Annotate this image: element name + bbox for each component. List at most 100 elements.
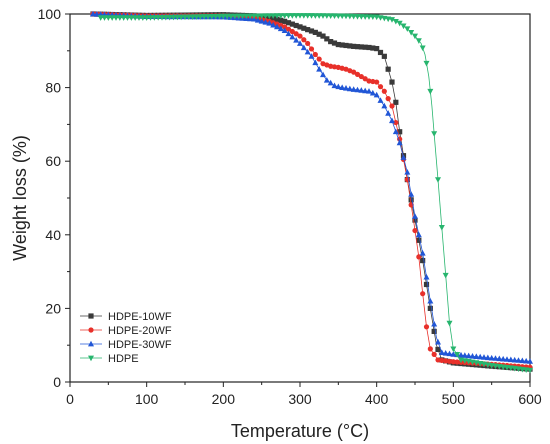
data-point-hdpe — [366, 14, 372, 20]
data-point-hdpe-30wf — [435, 338, 441, 345]
data-point-hdpe-20wf — [385, 96, 391, 102]
y-tick-label: 100 — [38, 6, 62, 22]
data-point-hdpe-10wf — [324, 36, 330, 42]
data-point-hdpe-30wf — [358, 87, 365, 93]
data-point-hdpe-30wf — [412, 213, 418, 219]
data-point-hdpe — [354, 13, 361, 20]
data-point-hdpe-30wf — [469, 353, 476, 359]
data-point-hdpe-10wf — [393, 99, 399, 105]
data-point-hdpe-10wf — [420, 257, 426, 264]
data-point-hdpe-30wf — [266, 20, 273, 26]
data-point-hdpe-10wf — [316, 31, 322, 37]
data-point-hdpe — [289, 13, 296, 19]
y-tick-label: 60 — [45, 153, 61, 169]
data-point-hdpe-20wf — [358, 73, 364, 80]
data-point-hdpe-10wf — [374, 45, 380, 52]
data-point-hdpe-30wf — [339, 84, 346, 90]
data-point-hdpe — [178, 14, 185, 21]
data-point-hdpe — [109, 15, 116, 21]
data-point-hdpe — [297, 13, 303, 19]
data-point-hdpe-10wf — [274, 16, 280, 22]
data-point-hdpe-30wf — [504, 356, 510, 362]
data-point-hdpe-10wf — [282, 18, 288, 24]
data-point-hdpe-20wf — [362, 76, 368, 82]
data-point-hdpe-30wf — [254, 16, 261, 23]
data-point-hdpe-20wf — [354, 71, 361, 77]
data-point-hdpe-20wf — [439, 357, 445, 363]
data-point-hdpe-30wf — [419, 250, 426, 256]
y-tick-label: 80 — [45, 80, 61, 96]
data-point-hdpe — [136, 15, 142, 21]
series-layer — [90, 10, 533, 374]
data-point-hdpe-30wf — [507, 356, 514, 363]
data-point-hdpe-10wf — [297, 24, 303, 30]
data-point-hdpe-10wf — [435, 346, 441, 353]
legend-label: HDPE-30WF — [108, 339, 172, 351]
data-point-hdpe-10wf — [362, 44, 368, 50]
x-tick-label: 400 — [365, 391, 389, 407]
data-point-hdpe-30wf — [377, 97, 384, 103]
data-point-hdpe — [247, 13, 254, 20]
data-point-hdpe-30wf — [354, 86, 361, 93]
data-point-hdpe-30wf — [258, 17, 265, 24]
data-point-hdpe — [208, 14, 215, 20]
legend-marker — [88, 340, 94, 347]
data-point-hdpe — [151, 15, 158, 21]
data-point-hdpe-20wf — [351, 69, 357, 75]
data-point-hdpe — [300, 13, 307, 19]
data-point-hdpe-20wf — [293, 31, 299, 37]
data-point-hdpe-20wf — [308, 46, 315, 52]
legend-marker — [88, 355, 94, 362]
data-point-hdpe — [155, 15, 162, 21]
series-hdpe — [97, 13, 533, 374]
data-point-hdpe-30wf — [404, 169, 411, 175]
data-point-hdpe-20wf — [316, 56, 322, 62]
data-point-hdpe — [320, 13, 326, 19]
data-point-hdpe-30wf — [323, 77, 330, 83]
data-point-hdpe — [343, 13, 349, 20]
series-line-hdpe-30wf — [92, 13, 531, 362]
data-point-hdpe-30wf — [343, 85, 349, 91]
x-tick-label: 200 — [212, 391, 236, 407]
data-point-hdpe — [346, 13, 353, 20]
data-point-hdpe-30wf — [523, 357, 530, 364]
data-point-hdpe-10wf — [370, 45, 376, 51]
data-point-hdpe-30wf — [350, 86, 357, 92]
data-point-hdpe-30wf — [473, 353, 480, 360]
data-point-hdpe — [331, 13, 338, 20]
data-point-hdpe — [132, 15, 139, 21]
data-point-hdpe — [369, 14, 376, 21]
data-point-hdpe-20wf — [312, 51, 318, 58]
legend-label: HDPE-10WF — [108, 311, 172, 323]
data-point-hdpe — [446, 320, 453, 327]
data-point-hdpe-10wf — [331, 40, 338, 46]
data-point-hdpe-10wf — [328, 39, 334, 45]
data-point-hdpe-30wf — [320, 71, 326, 78]
data-point-hdpe-30wf — [262, 18, 269, 25]
data-point-hdpe — [389, 17, 395, 23]
data-point-hdpe-30wf — [362, 87, 369, 94]
data-point-hdpe-20wf — [331, 64, 338, 70]
data-point-hdpe-30wf — [300, 44, 307, 51]
data-point-hdpe-20wf — [454, 359, 460, 365]
data-point-hdpe-20wf — [389, 103, 395, 109]
data-point-hdpe-20wf — [328, 63, 334, 69]
data-point-hdpe — [124, 15, 131, 21]
data-point-hdpe — [120, 15, 127, 21]
data-point-hdpe — [277, 13, 284, 19]
data-point-hdpe — [435, 177, 441, 183]
data-point-hdpe-30wf — [465, 352, 472, 359]
data-point-hdpe — [358, 14, 365, 20]
data-point-hdpe-30wf — [90, 10, 96, 17]
data-point-hdpe-10wf — [289, 21, 295, 27]
data-point-hdpe — [147, 15, 154, 21]
data-point-hdpe — [231, 13, 238, 20]
data-point-hdpe-10wf — [408, 197, 414, 203]
data-point-hdpe-30wf — [500, 355, 507, 362]
data-point-hdpe-30wf — [427, 297, 434, 304]
data-point-hdpe — [170, 14, 177, 21]
data-point-hdpe-10wf — [312, 29, 318, 35]
y-axis-title: Weight loss (%) — [10, 135, 30, 261]
data-point-hdpe — [243, 13, 250, 20]
data-point-hdpe-10wf — [389, 79, 395, 85]
